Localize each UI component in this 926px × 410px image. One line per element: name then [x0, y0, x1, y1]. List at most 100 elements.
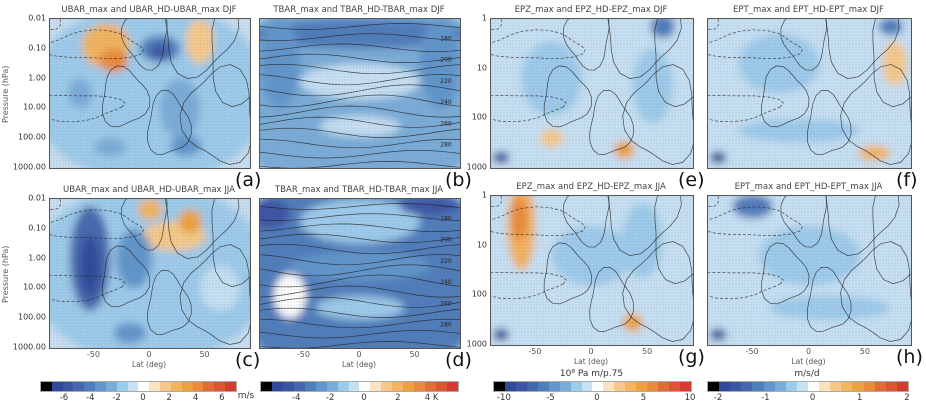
colorbar-swatch — [359, 382, 371, 391]
x-axis-label: Lat (deg) — [341, 360, 377, 369]
contour-line — [622, 241, 693, 342]
contour-line — [121, 199, 168, 251]
contour-line — [260, 53, 460, 63]
colorbar-swatch — [149, 382, 161, 391]
contour-line — [491, 95, 567, 123]
contour-line — [491, 29, 586, 59]
panel-label: (d) — [445, 349, 472, 371]
contour-line — [260, 254, 460, 266]
colorbar-tick-label: -2 — [713, 393, 723, 403]
colorbar-tick-label: 1 — [857, 393, 863, 403]
contour-label: 200 — [440, 57, 452, 64]
y-tick-label: 100.00 — [18, 312, 46, 322]
contour-line — [708, 206, 803, 236]
heatmap-field — [708, 19, 911, 168]
contour-line — [211, 19, 250, 108]
x-tick-label: -50 — [528, 347, 542, 356]
x-tick-label: 50 — [859, 347, 870, 356]
panel-title: UBAR_max and UBAR_HD-UBAR_max JJA — [63, 185, 235, 195]
x-axis-label: Lat (deg) — [573, 357, 609, 366]
colorbar-tick-label: 0 — [140, 393, 146, 403]
plot-area — [490, 195, 694, 346]
panel-label: (f) — [896, 169, 918, 191]
y-tick-label: 100.00 — [18, 132, 46, 142]
colorbar-swatch — [730, 382, 742, 391]
contour-line — [179, 64, 250, 165]
colorbar-swatch — [293, 382, 305, 391]
colorbar-swatch — [73, 382, 85, 391]
contour-line — [260, 138, 460, 149]
contour-line — [50, 29, 145, 59]
contour-line — [147, 89, 192, 155]
colorbar-swatch — [494, 382, 505, 391]
colorbar-swatch — [559, 382, 571, 391]
colorbar-swatch — [403, 382, 415, 391]
contour-line — [708, 95, 784, 123]
contour-label: 180 — [440, 215, 452, 222]
colorbar-swatch — [708, 382, 720, 391]
panel-label: (e) — [678, 169, 705, 191]
contour-line — [872, 196, 911, 285]
colorbar-swatch — [874, 382, 886, 391]
contour-line — [179, 244, 250, 345]
y-tick-label: 1 — [481, 13, 487, 23]
contour-line — [260, 274, 460, 288]
x-axis-label: Lat (deg) — [791, 357, 826, 366]
colorbar-swatch — [41, 382, 52, 391]
contour-line — [654, 196, 693, 285]
colorbar — [707, 381, 909, 392]
contour-line — [121, 19, 168, 71]
colorbar-swatch — [95, 382, 106, 391]
y-tick-label: 10 — [476, 63, 487, 73]
heatmap-field — [50, 199, 250, 348]
colorbar-swatch — [515, 382, 527, 391]
colorbar-swatch — [62, 382, 74, 391]
plot-area — [49, 18, 251, 169]
y-tick-label: 10.00 — [23, 282, 46, 292]
y-tick-label: 10.00 — [23, 102, 46, 112]
colorbar-tick-label: -1 — [761, 393, 770, 403]
colorbar-tick-label: -4 — [292, 393, 301, 403]
contour-label: 240 — [440, 279, 452, 286]
stipple-overlay — [491, 196, 693, 345]
x-tick-label: 0 — [356, 350, 362, 359]
panel-title: EPZ_max and EPZ_HD-EPZ_max JJA — [516, 182, 666, 192]
contour-label: 240 — [440, 99, 452, 106]
contour-line — [708, 272, 784, 300]
y-axis-label: Pressure (hPa) — [1, 65, 10, 123]
contour-line — [260, 84, 460, 97]
colorbar-swatch — [658, 382, 669, 391]
plot-area — [707, 195, 912, 346]
colorbar-swatch — [548, 382, 560, 391]
colorbar-swatch — [181, 382, 193, 391]
colorbar-swatch — [896, 382, 908, 391]
colorbar-tick-label: -5 — [546, 393, 555, 403]
y-tick-label: 0.01 — [28, 193, 46, 203]
plot-area: 180 200 220 240 260 280 — [259, 198, 461, 349]
stipple-overlay — [708, 19, 911, 168]
contour-line — [260, 307, 460, 318]
colorbar-swatch — [625, 382, 637, 391]
contour-line — [260, 43, 460, 52]
panel-title: UBAR_max and UBAR_HD-UBAR_max DJF — [61, 5, 237, 15]
colorbar-swatch — [763, 382, 775, 391]
colorbar-swatch — [170, 382, 182, 391]
contour-line — [761, 242, 810, 305]
contour-line — [708, 29, 803, 59]
colorbar-swatch — [214, 382, 226, 391]
colorbar-swatch — [192, 382, 204, 391]
colorbar-tick-label: 2 — [166, 393, 172, 403]
x-tick-label: 50 — [642, 347, 653, 356]
contour-line — [260, 285, 460, 298]
colorbar-swatch — [304, 382, 316, 391]
x-tick-label: 0 — [588, 347, 594, 356]
y-tick-label: 10 — [476, 240, 487, 250]
contour-line — [147, 269, 192, 335]
x-tick-label: -50 — [296, 350, 310, 359]
colorbar-swatch — [414, 382, 426, 391]
plot-area: 180 200 220 240 260 280 — [259, 18, 461, 169]
colorbar-swatch — [863, 382, 875, 391]
panel-label: (h) — [896, 346, 923, 368]
contour-line — [491, 272, 567, 300]
colorbar-swatch — [315, 382, 327, 391]
